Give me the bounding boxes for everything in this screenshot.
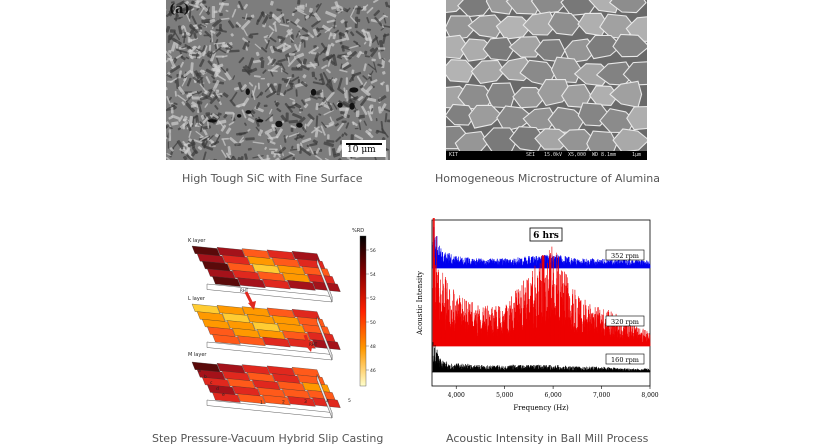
flow-arrow (244, 291, 256, 310)
sic-scalebar-line (346, 143, 382, 145)
heatmap-cell (212, 276, 241, 287)
row-tick-label: a (198, 369, 201, 374)
sem-footer-item: WD 8.1mm (592, 152, 617, 158)
heatmap-cell (262, 336, 291, 348)
x-tick-label: 6,000 (545, 392, 562, 399)
legend-320: 320 rpm (611, 318, 639, 326)
slip-casting-figure: %RD 56 54 52 50 48 46 K layer L layer M layer… (172, 220, 384, 420)
heatmap-cell (262, 278, 291, 290)
series-352-rpm (432, 226, 651, 269)
legend-box (605, 353, 645, 365)
layer-label-k: K layer (188, 238, 206, 244)
col-tick-label: 1 (260, 400, 263, 406)
colorbar-tick-label: 50 (370, 320, 376, 326)
x-axis-label: Frequency (Hz) (513, 404, 569, 412)
legend-160: 160 rpm (611, 356, 639, 364)
sic-panel-label: (a) (169, 2, 190, 17)
flow-arrow (303, 334, 313, 352)
y-axis-label: Acoustic Intensity (416, 271, 424, 336)
heatmap-cell (237, 335, 266, 346)
sem-footer-item: KIT (449, 152, 459, 158)
col-tick-label: 5 (348, 398, 351, 404)
legend-352: 352 rpm (611, 252, 639, 260)
x-tick-label: 8,000 (641, 392, 658, 399)
sic-caption: High Tough SiC with Fine Surface (182, 172, 363, 185)
layer-label-m: M layer (188, 352, 207, 358)
colorbar-tick-label: 56 (370, 248, 376, 254)
layer-edge (316, 316, 333, 361)
series-160-rpm (432, 342, 651, 373)
alumina-sem-footer: KIT SEI 15.0kV X5,000 WD 8.1mm 1μm (446, 151, 647, 160)
sem-footer-item: SEI (526, 152, 536, 158)
layer-label-l: L layer (188, 296, 206, 302)
alumina-microstructure (446, 0, 647, 160)
x-tick-label: 7,000 (593, 392, 610, 399)
legend-box (605, 249, 645, 261)
colorbar-tick-label: 46 (370, 368, 376, 374)
x-tick-label: 4,000 (448, 392, 465, 399)
sic-scalebar-label: 10 μm (347, 145, 376, 155)
sic-scalebar: 10 μm (342, 140, 386, 157)
row-tick-label: e (222, 393, 225, 398)
chart-title: 6 hrs (533, 231, 559, 241)
heatmap-cell (237, 277, 266, 288)
layer-edge (316, 374, 333, 419)
colorbar-tick-label: 52 (370, 296, 376, 302)
row-tick-label: c (210, 381, 213, 386)
sem-footer-item: X5,000 (568, 152, 587, 158)
heatmap-cell (287, 280, 316, 291)
col-tick-label: 4 (326, 399, 329, 405)
layer-edge (316, 258, 333, 303)
colorbar-tick-label: 54 (370, 272, 376, 278)
chart-title-box (529, 227, 563, 242)
sic-microstructure (166, 0, 390, 160)
acoustic-caption: Acoustic Intensity in Ball Mill Process (446, 432, 649, 445)
row-tick-label: b (204, 374, 207, 380)
heatmap-cell (212, 334, 241, 345)
sic-sem-image: (a) 10 μm (166, 0, 390, 160)
heatmap-cell (237, 393, 266, 404)
x-tick-label: 5,000 (496, 392, 513, 399)
colorbar-title: %RD (352, 228, 364, 234)
heatmap-layer (191, 361, 341, 419)
row-tick-label: d (216, 386, 219, 392)
sem-footer-item: 15.0kV (544, 152, 563, 158)
alumina-sem-image: KIT SEI 15.0kV X5,000 WD 8.1mm 1μm (446, 0, 647, 160)
heatmap-layer (191, 245, 341, 303)
heatmap-cell (262, 394, 291, 406)
series-320-rpm (432, 212, 651, 347)
acoustic-chart-svg: 6 hrs 352 rpm 320 rpm 160 rpm Acoustic I… (416, 212, 659, 412)
alumina-caption: Homogeneous Microstructure of Alumina (435, 172, 661, 185)
arrow-label: RHT (309, 342, 318, 347)
legend-box (605, 315, 645, 327)
colorbar-tick-label: 48 (370, 344, 376, 350)
col-tick-label: 2 (282, 400, 285, 406)
sem-footer-item: 1μm (632, 152, 642, 158)
colorbar (359, 235, 367, 387)
col-tick-label: 3 (304, 399, 307, 405)
arrow-label: RHT (240, 288, 249, 293)
heatmap-layer (191, 303, 341, 361)
heatmap-cell (212, 392, 241, 403)
heatmap-cell (287, 396, 316, 407)
acoustic-chart: 6 hrs 352 rpm 320 rpm 160 rpm Acoustic I… (410, 212, 660, 420)
slip-casting-caption: Step Pressure-Vacuum Hybrid Slip Casting (152, 432, 384, 445)
